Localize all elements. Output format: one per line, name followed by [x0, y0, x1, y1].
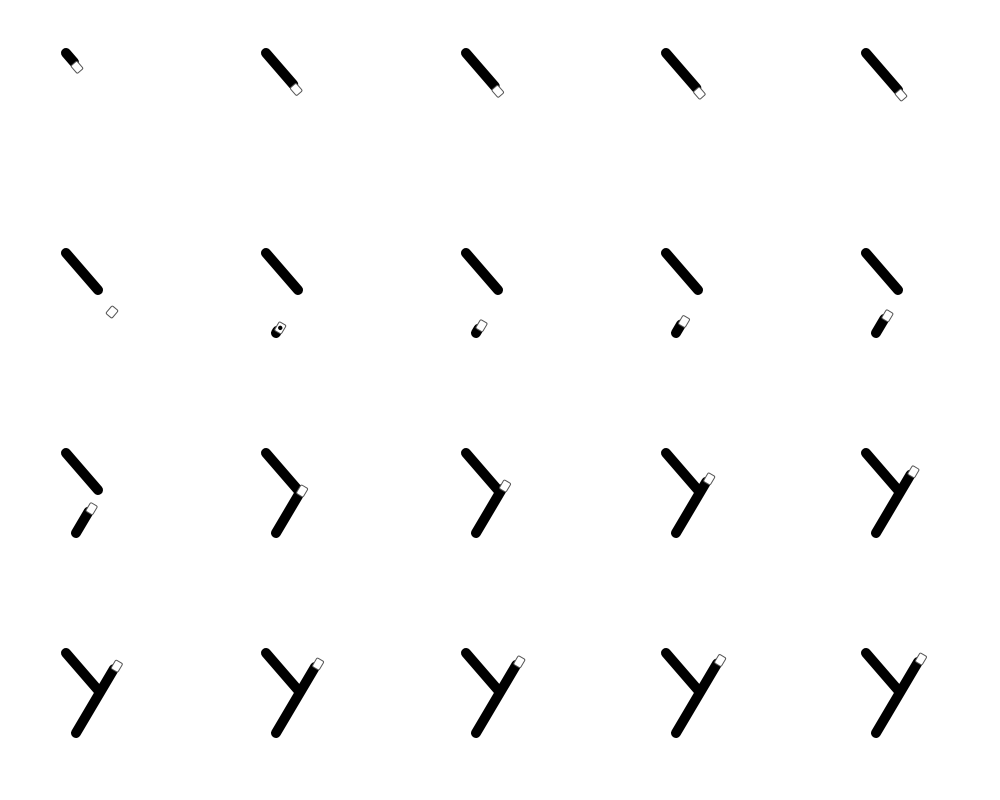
- frame-13-pen-tip: [499, 479, 511, 493]
- frame-19-pen-tip: [714, 654, 727, 667]
- frame-14: [661, 448, 716, 538]
- frame-18-stroke-1: [461, 648, 503, 695]
- frame-10: [861, 248, 903, 338]
- frame-7-pen-tip: [274, 321, 287, 335]
- frame-2: [261, 48, 303, 96]
- frame-17-pen-tip: [312, 657, 324, 671]
- frame-10-pen-tip: [881, 309, 894, 323]
- frame-14-stroke-1: [661, 448, 703, 495]
- frame-2-pen-tip: [290, 83, 303, 96]
- frame-20-stroke-1: [861, 648, 903, 695]
- frame-19: [661, 648, 727, 738]
- frame-18-pen-tip: [513, 655, 526, 669]
- frame-9-stroke-2: [671, 319, 687, 338]
- frame-6: [61, 248, 119, 319]
- frame-14-pen-tip: [703, 472, 716, 486]
- frame-13-stroke-1: [461, 448, 503, 495]
- frame-11-stroke-2: [71, 506, 94, 538]
- frame-10-stroke-2: [871, 313, 890, 338]
- frame-9-stroke-1: [661, 248, 703, 295]
- frame-17-stroke-1: [261, 648, 303, 695]
- frame-2-stroke-1: [261, 48, 299, 90]
- frame-12-pen-tip: [296, 484, 309, 498]
- frame-1-stroke-1: [61, 48, 79, 68]
- frame-5-stroke-1: [861, 48, 903, 95]
- frame-16-pen-tip: [110, 659, 123, 673]
- frame-20-pen-tip: [915, 652, 927, 666]
- frame-11-stroke-1: [61, 448, 103, 495]
- frame-15-pen-tip: [907, 465, 920, 479]
- frame-15-stroke-1: [861, 448, 903, 495]
- frame-1: [61, 48, 84, 74]
- frame-1-pen-tip: [70, 60, 84, 74]
- frame-8-stroke-1: [461, 248, 503, 295]
- frame-17: [261, 648, 324, 738]
- frame-11: [61, 448, 103, 538]
- frame-3-stroke-1: [461, 48, 500, 92]
- frame-8: [461, 248, 503, 338]
- frame-16-stroke-1: [61, 648, 103, 695]
- frame-11-pen-tip: [85, 502, 98, 515]
- frame-6-pen-tip: [105, 305, 119, 319]
- frame-5-pen-tip: [894, 88, 908, 102]
- frame-20-stroke-2: [871, 657, 923, 738]
- frame-17-stroke-2: [271, 661, 321, 738]
- frame-20: [861, 648, 927, 738]
- frame-15-stroke-2: [871, 469, 916, 538]
- frame-6-stroke-1: [61, 248, 103, 295]
- frame-3: [461, 48, 504, 98]
- frame-19-stroke-1: [661, 648, 703, 695]
- frame-4-stroke-1: [661, 48, 702, 94]
- frame-8-pen-tip: [475, 319, 488, 333]
- frame-5: [861, 48, 908, 102]
- frame-10-stroke-1: [861, 248, 903, 295]
- frame-18-stroke-2: [471, 659, 522, 738]
- frame-12-stroke-2: [271, 488, 305, 538]
- frame-19-stroke-2: [671, 658, 723, 738]
- frame-16-stroke-2: [71, 664, 119, 738]
- frame-14-stroke-2: [671, 476, 712, 538]
- frame-18: [461, 648, 526, 738]
- frame-9: [661, 248, 703, 338]
- frame-16: [61, 648, 123, 738]
- frame-3-pen-tip: [491, 85, 504, 98]
- frame-12: [261, 448, 309, 538]
- frame-4-pen-tip: [693, 86, 706, 100]
- frame-12-stroke-1: [261, 448, 303, 495]
- frame-7: [261, 248, 303, 338]
- frame-7-stroke-1: [261, 248, 303, 295]
- frame-13-stroke-2: [471, 483, 508, 538]
- frame-9-pen-tip: [678, 315, 690, 328]
- frame-4: [661, 48, 706, 100]
- frame-13: [461, 448, 511, 538]
- frame-15: [861, 448, 920, 538]
